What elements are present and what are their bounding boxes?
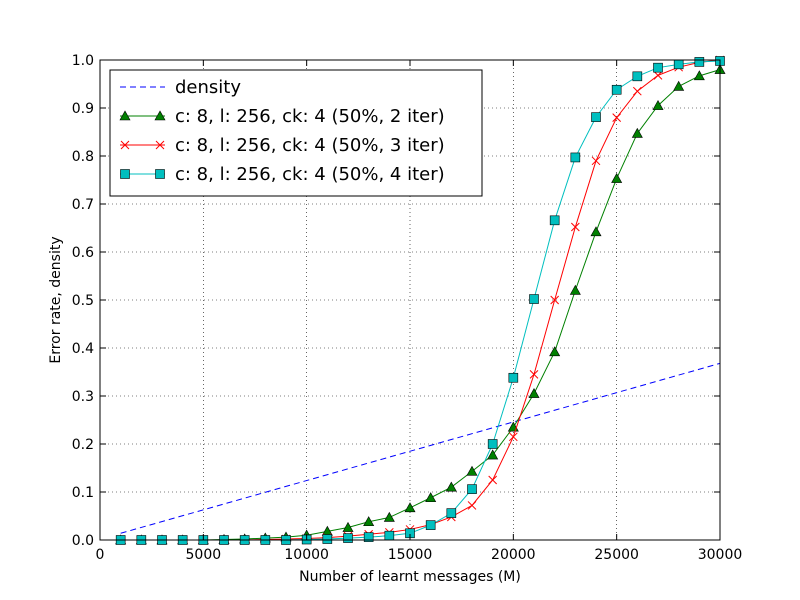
data-point [383, 511, 395, 522]
legend-label: c: 8, l: 256, ck: 4 (50%, 3 iter) [175, 135, 445, 156]
x-tick-label: 30000 [698, 547, 743, 563]
y-tick-label: 0.0 [72, 533, 94, 549]
y-tick-label: 0.4 [72, 341, 94, 357]
data-point [631, 127, 643, 138]
legend-entry: c: 8, l: 256, ck: 4 (50%, 2 iter) [119, 106, 445, 127]
y-tick-label: 0.3 [72, 389, 94, 405]
data-point [467, 501, 477, 510]
legend-marker [154, 110, 166, 121]
data-point [590, 226, 602, 237]
data-point [425, 520, 436, 530]
data-point [569, 284, 581, 295]
legend-marker [120, 140, 130, 150]
data-point [363, 532, 374, 542]
data-point [445, 481, 457, 492]
legend-label: c: 8, l: 256, ck: 4 (50%, 4 iter) [175, 164, 445, 185]
data-point [611, 172, 623, 183]
data-point [550, 295, 560, 305]
data-point [343, 533, 353, 543]
legend-box [109, 69, 483, 197]
data-point [529, 294, 539, 304]
data-point [694, 57, 705, 67]
legend-label: c: 8, l: 256, ck: 4 (50%, 2 iter) [175, 106, 445, 127]
data-point [591, 156, 601, 166]
legend-marker [155, 140, 165, 150]
data-point [673, 59, 684, 70]
x-tick-label: 0 [96, 547, 105, 563]
data-point [404, 502, 416, 513]
data-point [363, 516, 375, 527]
data-point [632, 71, 643, 82]
y-tick-label: 0.2 [72, 437, 94, 453]
data-point [611, 84, 622, 95]
legend-marker [119, 110, 131, 121]
data-point [446, 508, 457, 518]
data-point [570, 152, 581, 163]
data-point [425, 492, 437, 503]
legend-entry: c: 8, l: 256, ck: 4 (50%, 4 iter) [120, 164, 445, 185]
series-line [120, 362, 721, 534]
x-tick-label: 20000 [491, 547, 536, 563]
data-point [384, 530, 395, 541]
data-point [591, 112, 601, 122]
ticks [99, 59, 721, 541]
data-point [612, 113, 622, 122]
data-point [570, 222, 580, 232]
legend-entry: c: 8, l: 256, ck: 4 (50%, 3 iter) [120, 135, 445, 156]
data-point [508, 432, 518, 442]
data-point [487, 449, 499, 460]
data-point [487, 439, 498, 449]
y-tick-label: 0.1 [72, 485, 94, 501]
x-axis-label: Number of learnt messages (M) [299, 569, 521, 585]
x-tick-label: 10000 [284, 547, 329, 563]
x-tick-label: 25000 [594, 547, 639, 563]
legend-label: density [175, 77, 241, 98]
data-point [653, 62, 663, 73]
y-tick-label: 0.9 [72, 101, 94, 117]
y-axis-label: Error rate, density [48, 236, 64, 363]
data-point [632, 86, 642, 96]
data-point [466, 465, 478, 476]
data-point [342, 521, 354, 532]
data-point [528, 387, 540, 398]
y-tick-label: 1.0 [72, 53, 94, 69]
data-point [322, 534, 333, 544]
y-tick-label: 0.8 [72, 149, 94, 165]
legend-marker [155, 169, 165, 179]
data-point [549, 215, 560, 226]
data-point [673, 80, 685, 91]
data-point [693, 70, 705, 81]
series-0 [120, 362, 721, 534]
y-tick-label: 0.7 [72, 197, 94, 213]
legend-marker [120, 169, 130, 179]
legend: density c: 8, l: 256, ck: 4 (50%, 2 iter)… [109, 69, 483, 197]
data-point [652, 99, 664, 110]
data-point [467, 484, 477, 494]
tick-labels: 0 5000 10000 15000 20000 25000 30000 0.0 0.1 0.2 0… [72, 53, 743, 563]
x-tick-label: 5000 [186, 547, 222, 563]
x-tick-label: 15000 [388, 547, 433, 563]
data-point [508, 372, 519, 383]
data-point [488, 475, 498, 485]
y-tick-label: 0.5 [72, 293, 94, 309]
data-point [549, 346, 561, 357]
legend-entry: density [120, 77, 241, 98]
data-point [529, 370, 539, 379]
y-tick-label: 0.6 [72, 245, 94, 261]
data-point [653, 71, 663, 80]
